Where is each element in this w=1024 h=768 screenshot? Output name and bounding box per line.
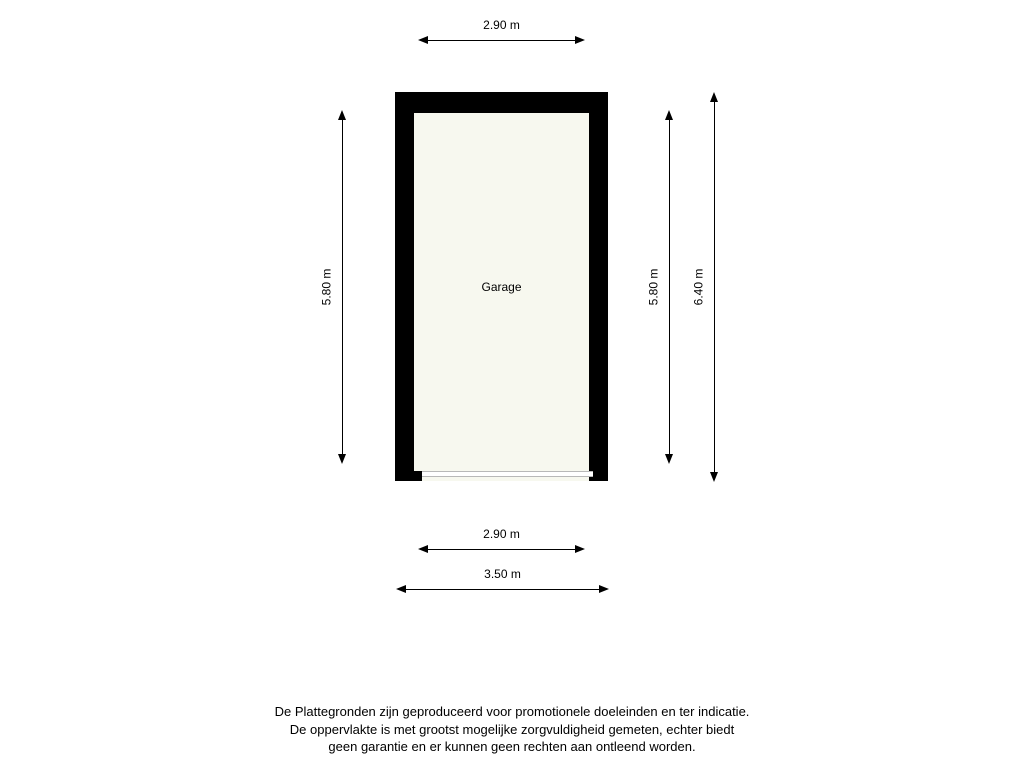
dim-label: 5.80 m: [319, 269, 333, 306]
dim-line: [342, 120, 343, 454]
dim-left-inner-height: 5.80 m: [338, 110, 346, 464]
dim-line: [669, 120, 670, 454]
arrow-down-icon: [338, 454, 346, 464]
room-label: Garage: [414, 280, 589, 294]
arrow-right-icon: [575, 36, 585, 44]
arrow-down-icon: [710, 472, 718, 482]
dim-line: [406, 589, 599, 590]
arrow-up-icon: [665, 110, 673, 120]
dim-label: 2.90 m: [418, 18, 585, 32]
arrow-left-icon: [418, 36, 428, 44]
dim-right-inner-height: 5.80 m: [665, 110, 673, 464]
dim-line: [428, 549, 575, 550]
disclaimer-line: De oppervlakte is met grootst mogelijke …: [0, 721, 1024, 739]
dim-right-outer-height: 6.40 m: [710, 92, 718, 482]
arrow-up-icon: [710, 92, 718, 102]
dim-line: [428, 40, 575, 41]
garage-door: [422, 471, 593, 477]
dim-label: 3.50 m: [396, 567, 609, 581]
arrow-left-icon: [396, 585, 406, 593]
dim-label: 6.40 m: [691, 269, 705, 306]
arrow-right-icon: [599, 585, 609, 593]
dim-label: 2.90 m: [418, 527, 585, 541]
dim-label: 5.80 m: [646, 269, 660, 306]
door-post-right: [593, 467, 608, 481]
disclaimer-line: De Plattegronden zijn geproduceerd voor …: [0, 703, 1024, 721]
arrow-down-icon: [665, 454, 673, 464]
arrow-up-icon: [338, 110, 346, 120]
floorplan-stage: Garage 2.90 m 5.80 m 5.80 m 6.40 m 2.90 …: [0, 0, 1024, 768]
disclaimer-text: De Plattegronden zijn geproduceerd voor …: [0, 703, 1024, 756]
arrow-right-icon: [575, 545, 585, 553]
dim-bottom-inner-width: 2.90 m: [418, 545, 585, 553]
room-interior: [414, 113, 589, 481]
dim-line: [714, 102, 715, 472]
arrow-left-icon: [418, 545, 428, 553]
disclaimer-line: geen garantie en er kunnen geen rechten …: [0, 738, 1024, 756]
dim-bottom-outer-width: 3.50 m: [396, 585, 609, 593]
door-post-left: [414, 471, 422, 481]
dim-top-inner-width: 2.90 m: [418, 36, 585, 44]
